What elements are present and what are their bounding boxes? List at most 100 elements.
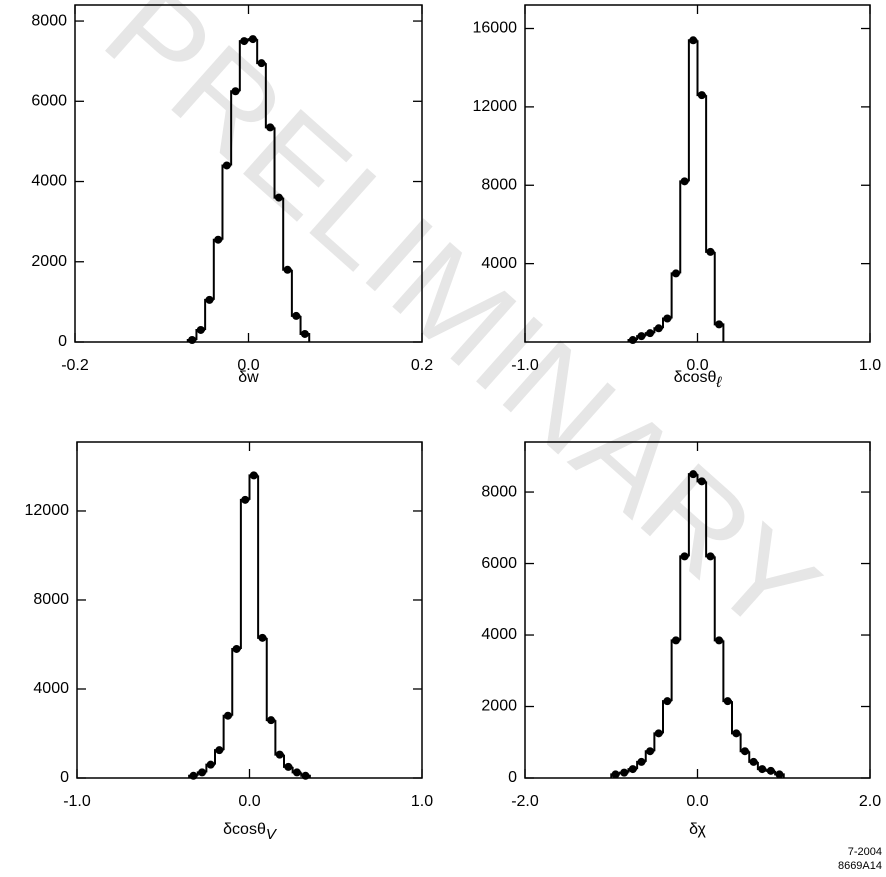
data-point [654, 324, 663, 333]
x-tick-label: 0.0 [686, 357, 708, 374]
data-point [196, 325, 205, 334]
x-tick-label: -2.0 [511, 793, 539, 810]
data-point [214, 235, 223, 244]
watermark: PRELIMINARY [79, 0, 845, 662]
data-point [267, 716, 276, 725]
x-tick-label: 0.0 [686, 793, 708, 810]
y-tick-label: 6000 [481, 555, 517, 572]
panel: 0 4000 8000 12000 -1.0 0.0 1.0 δcosθV [25, 441, 433, 843]
data-point [654, 729, 663, 738]
histogram-step [662, 700, 672, 734]
data-point [223, 711, 232, 720]
histogram-step [212, 238, 223, 300]
y-tick-label: 0 [60, 769, 69, 786]
y-tick-label: 8000 [481, 483, 517, 500]
data-point [198, 768, 207, 777]
data-point [611, 770, 620, 779]
histogram-step [257, 475, 267, 639]
data-point [292, 768, 301, 777]
y-tick-label: 4000 [481, 626, 517, 643]
histogram-step [696, 40, 707, 97]
y-tick-label: 12000 [473, 98, 518, 115]
histogram-step [274, 720, 284, 756]
data-point [275, 750, 284, 759]
x-axis-label-main: δcosθ [223, 821, 266, 838]
histogram-step [722, 640, 732, 703]
y-tick-label: 0 [508, 769, 517, 786]
data-point [637, 757, 646, 766]
footer-date: 7-2004 [848, 846, 882, 858]
y-tick-label: 8000 [33, 591, 69, 608]
data-point [283, 265, 292, 274]
histogram-step [204, 298, 214, 330]
data-point [758, 765, 767, 774]
x-axis-label: δχ [689, 821, 706, 838]
panel: 0 2000 4000 6000 8000 -2.0 0.0 2.0 δχ [481, 441, 881, 838]
data-point [689, 470, 698, 479]
x-tick-label: 0.0 [238, 793, 260, 810]
y-tick-label: 0 [58, 333, 67, 350]
x-tick-label: 1.0 [859, 357, 881, 374]
y-tick-label: 4000 [481, 255, 517, 272]
x-axis-label-subscript: ℓ [715, 374, 722, 391]
panel: 4000 8000 12000 16000 -1.0 0.0 1.0 δcosθℓ [473, 4, 881, 391]
data-point [188, 335, 197, 344]
x-tick-label: 2.0 [859, 793, 881, 810]
data-point [301, 771, 310, 780]
histogram-step [670, 272, 681, 319]
histogram-step [265, 637, 276, 722]
data-point [232, 644, 241, 653]
data-point [248, 35, 257, 44]
y-tick-label: 8000 [481, 176, 517, 193]
data-point [637, 332, 646, 341]
data-point [266, 123, 275, 132]
x-tick-label: 1.0 [411, 793, 433, 810]
histogram-step [290, 269, 301, 317]
data-point [240, 37, 249, 46]
data-point [257, 59, 266, 68]
data-point [274, 193, 283, 202]
data-point [249, 471, 258, 480]
histogram-step [731, 701, 741, 735]
data-point [628, 336, 637, 345]
data-point [222, 161, 231, 170]
x-tick-label: 0.2 [411, 357, 433, 374]
y-tick-label: 2000 [31, 253, 67, 270]
x-axis-label: δcosθℓ [674, 369, 723, 391]
x-axis-label-main: δcosθ [674, 369, 717, 386]
data-point [715, 320, 724, 329]
y-tick-label: 4000 [31, 173, 67, 190]
y-tick-label: 4000 [33, 680, 69, 697]
histogram-step [713, 251, 725, 342]
data-point [689, 36, 698, 45]
data-point [697, 477, 706, 486]
data-point [715, 636, 724, 645]
data-point [706, 552, 715, 561]
data-point [697, 91, 706, 100]
y-tick-label: 6000 [31, 93, 67, 110]
histogram-step [687, 39, 698, 182]
data-point [663, 697, 672, 706]
data-point [205, 295, 214, 304]
x-axis-label-subscript: V [266, 826, 278, 843]
data-point [723, 697, 732, 706]
data-point [300, 329, 309, 338]
x-axis-label-main: δw [238, 369, 259, 386]
data-point [663, 314, 672, 323]
data-point [215, 746, 224, 755]
histogram-step [239, 498, 250, 649]
data-point [189, 771, 198, 780]
data-point [206, 760, 215, 769]
data-point [628, 765, 637, 774]
histogram-step [222, 714, 233, 751]
x-tick-label: -0.2 [61, 357, 89, 374]
footer-code: 8669A14 [838, 860, 882, 872]
histogram-step [299, 315, 311, 342]
histogram-step [705, 95, 715, 253]
data-point [766, 766, 775, 775]
histogram-step [231, 647, 241, 716]
data-point [671, 269, 680, 278]
data-point [292, 311, 301, 320]
